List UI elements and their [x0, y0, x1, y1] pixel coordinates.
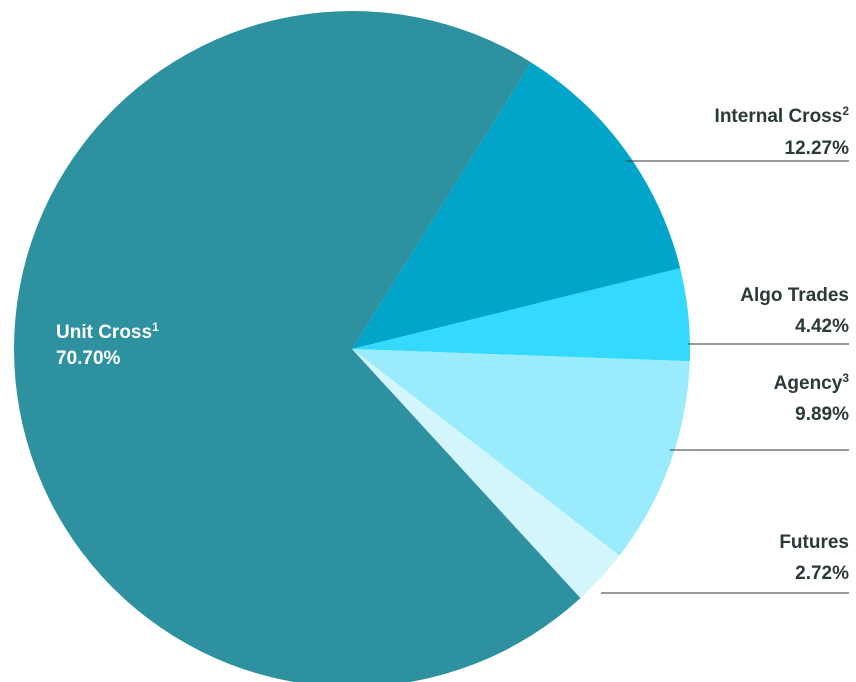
slice-unit-cross [14, 11, 581, 682]
label-value-internal-cross: 12.27% [785, 138, 850, 159]
slice-agency [352, 349, 690, 556]
label-name-agency: Agency3 [774, 371, 850, 394]
pie-slices [14, 11, 691, 682]
slice-futures [352, 349, 620, 599]
label-value-agency: 9.89% [795, 404, 849, 425]
label-value-algo-trades: 4.42% [795, 316, 849, 337]
slice-internal-cross [352, 62, 681, 350]
label-value-futures: 2.72% [795, 563, 849, 584]
slice-labels: Internal Cross2 12.27% Algo Trades 4.42% Age… [56, 104, 849, 584]
slice-algo-trades [352, 268, 691, 362]
label-value-unit-cross: 70.70% [56, 348, 121, 369]
label-name-futures: Futures [779, 532, 849, 553]
label-name-internal-cross: Internal Cross2 [715, 104, 850, 127]
label-name-algo-trades: Algo Trades [740, 285, 849, 306]
leader-lines [600, 160, 849, 594]
label-name-unit-cross: Unit Cross1 [56, 320, 159, 343]
